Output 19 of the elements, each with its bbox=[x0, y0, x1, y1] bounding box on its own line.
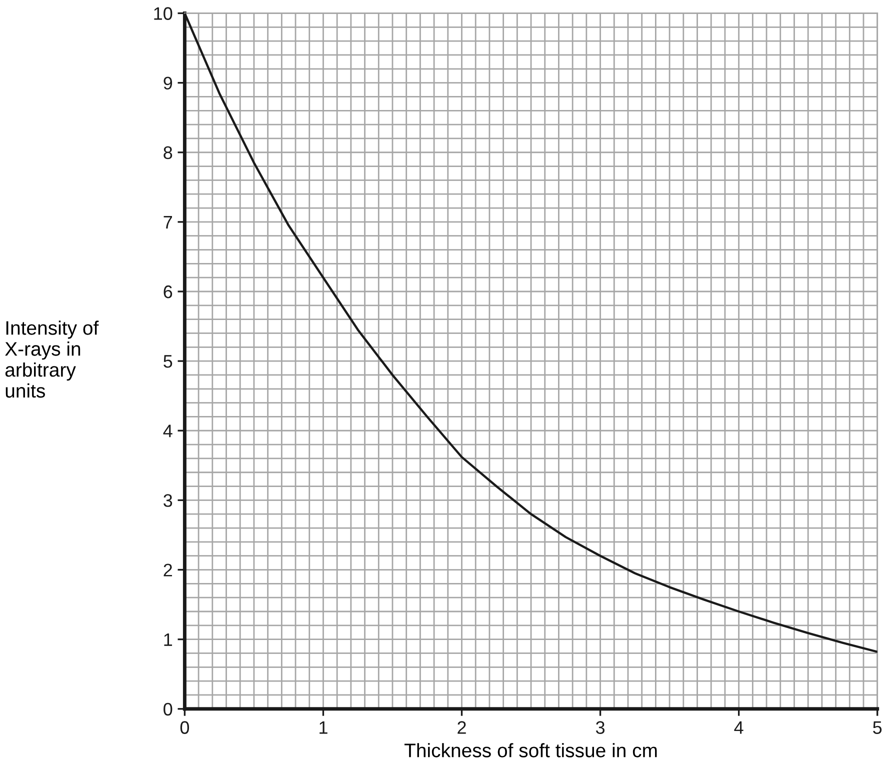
y-tick-label: 6 bbox=[164, 285, 172, 298]
y-tick-label: 3 bbox=[164, 494, 172, 507]
x-tick-label: 4 bbox=[734, 721, 744, 734]
y-tick-label: 1 bbox=[164, 633, 172, 646]
y-tick-label: 5 bbox=[164, 355, 172, 368]
y-tick-label: 9 bbox=[164, 76, 172, 90]
x-tick-label: 5 bbox=[873, 721, 882, 734]
y-axis-title: Intensity of X-rays in arbitrary units bbox=[5, 320, 99, 398]
x-tick-label: 0 bbox=[180, 721, 190, 734]
y-tick-label: 8 bbox=[164, 146, 172, 160]
x-tick-label: 1 bbox=[320, 721, 328, 734]
y-tick-label: 4 bbox=[163, 424, 172, 438]
x-tick-label: 3 bbox=[596, 721, 605, 734]
y-tick-label: 7 bbox=[164, 216, 172, 228]
y-tick-label: 0 bbox=[164, 702, 172, 716]
y-tick-label: 10 bbox=[154, 7, 172, 20]
x-tick-label: 2 bbox=[458, 721, 466, 734]
y-tick-label: 2 bbox=[164, 564, 172, 576]
x-axis-title: Thickness of soft tissue in cm bbox=[404, 743, 657, 758]
